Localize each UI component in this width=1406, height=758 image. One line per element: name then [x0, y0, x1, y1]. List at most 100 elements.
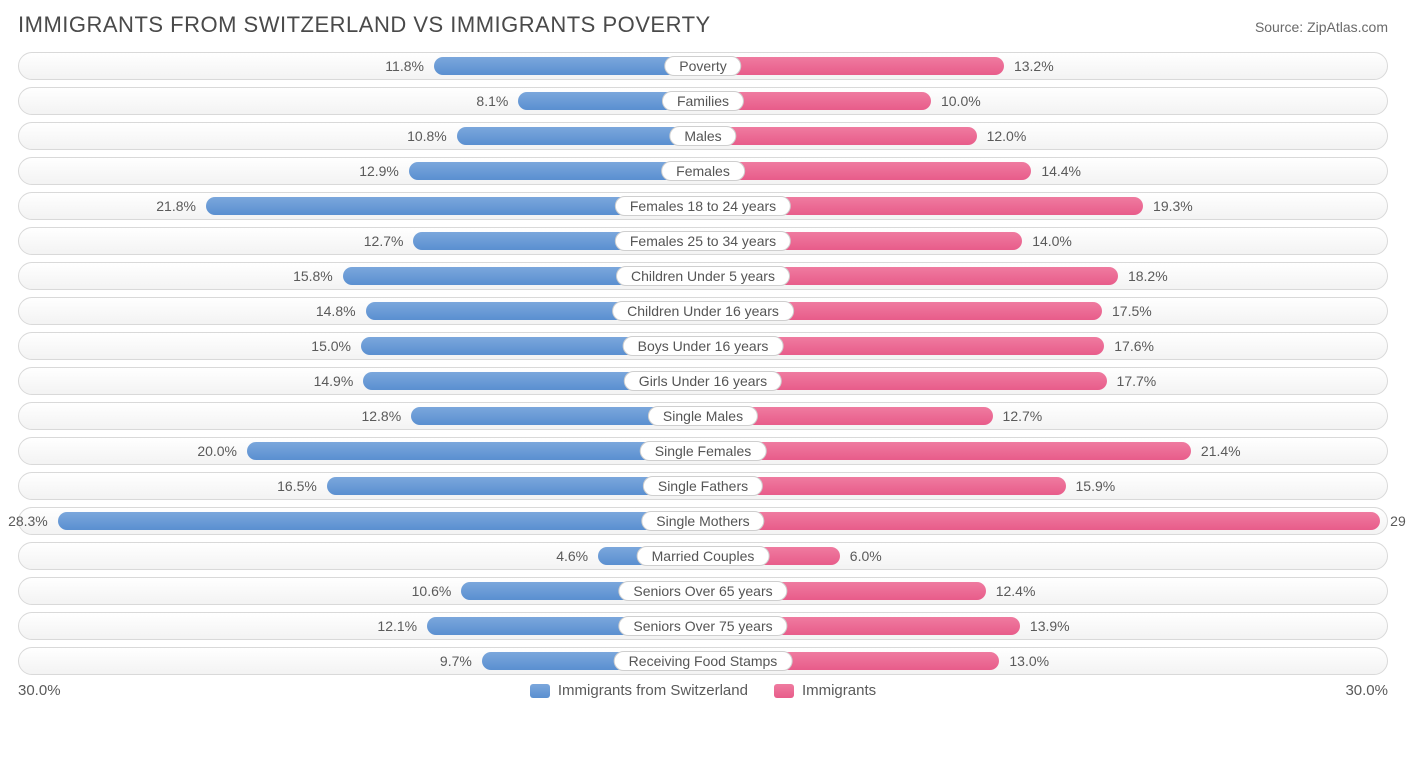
row-right-half: 15.9%	[703, 473, 1387, 499]
row-left-half: 16.5%	[19, 473, 703, 499]
legend: Immigrants from Switzerland Immigrants	[530, 682, 876, 699]
bar-left	[434, 57, 703, 75]
value-right: 14.4%	[1041, 163, 1081, 179]
row-right-half: 12.4%	[703, 578, 1387, 604]
row-left-half: 9.7%	[19, 648, 703, 674]
value-left: 12.9%	[359, 163, 399, 179]
bar-right	[703, 162, 1031, 180]
value-right: 17.5%	[1112, 303, 1152, 319]
row-right-half: 17.7%	[703, 368, 1387, 394]
chart-row: 9.7% 13.0% Receiving Food Stamps	[18, 647, 1388, 675]
category-pill: Single Males	[648, 406, 758, 426]
row-right-half: 14.4%	[703, 158, 1387, 184]
chart-row: 21.8% 19.3% Females 18 to 24 years	[18, 192, 1388, 220]
value-right: 13.0%	[1009, 653, 1049, 669]
category-pill: Married Couples	[637, 546, 770, 566]
row-left-half: 12.1%	[19, 613, 703, 639]
row-right-half: 13.9%	[703, 613, 1387, 639]
value-left: 14.9%	[314, 373, 354, 389]
row-right-half: 13.0%	[703, 648, 1387, 674]
chart-row: 11.8%13.2%Poverty	[18, 52, 1388, 80]
value-left: 15.0%	[311, 338, 351, 354]
category-pill: Children Under 16 years	[612, 301, 794, 321]
row-right-half: 29.7%	[703, 508, 1387, 534]
legend-item-left: Immigrants from Switzerland	[530, 682, 748, 699]
row-left-half: 20.0%	[19, 438, 703, 464]
row-left-half: 4.6%	[19, 543, 703, 569]
row-right-half: 17.5%	[703, 298, 1387, 324]
chart-row: 16.5%15.9%Single Fathers	[18, 472, 1388, 500]
value-left: 12.7%	[364, 233, 404, 249]
row-right-half: 10.0%	[703, 88, 1387, 114]
category-pill: Females 18 to 24 years	[615, 196, 791, 216]
value-right: 12.0%	[987, 128, 1027, 144]
category-pill: Families	[662, 91, 744, 111]
bar-left	[409, 162, 703, 180]
value-left: 9.7%	[440, 653, 472, 669]
bar-right	[703, 442, 1191, 460]
value-left: 20.0%	[197, 443, 237, 459]
chart-title: IMMIGRANTS FROM SWITZERLAND VS IMMIGRANT…	[18, 12, 711, 38]
value-left: 21.8%	[156, 198, 196, 214]
value-left: 10.6%	[412, 583, 452, 599]
row-right-half: 18.2%	[703, 263, 1387, 289]
value-right: 19.3%	[1153, 198, 1193, 214]
bar-left	[247, 442, 703, 460]
value-left: 12.8%	[361, 408, 401, 424]
chart-source: Source: ZipAtlas.com	[1255, 19, 1388, 35]
chart-row: 12.7% 14.0% Females 25 to 34 years	[18, 227, 1388, 255]
category-pill: Single Mothers	[641, 511, 764, 531]
row-left-half: 11.8%	[19, 53, 703, 79]
chart-row: 12.8% 12.7%Single Males	[18, 402, 1388, 430]
source-link[interactable]: ZipAtlas.com	[1307, 19, 1388, 35]
row-right-half: 21.4%	[703, 438, 1387, 464]
row-right-half: 19.3%	[703, 193, 1387, 219]
value-right: 13.2%	[1014, 58, 1054, 74]
category-pill: Single Females	[640, 441, 767, 461]
bar-left	[58, 512, 703, 530]
axis-max-left: 30.0%	[18, 682, 61, 699]
bar-right	[703, 57, 1004, 75]
row-right-half: 17.6%	[703, 333, 1387, 359]
category-pill: Seniors Over 75 years	[618, 616, 787, 636]
chart-row: 15.8% 18.2% Children Under 5 years	[18, 262, 1388, 290]
value-right: 6.0%	[850, 548, 882, 564]
value-right: 17.6%	[1114, 338, 1154, 354]
legend-swatch-right	[774, 684, 794, 698]
value-left: 16.5%	[277, 478, 317, 494]
value-left: 12.1%	[377, 618, 417, 634]
source-prefix: Source:	[1255, 19, 1307, 35]
chart-header: IMMIGRANTS FROM SWITZERLAND VS IMMIGRANT…	[18, 12, 1388, 38]
value-right: 21.4%	[1201, 443, 1241, 459]
chart-row: 12.1% 13.9% Seniors Over 75 years	[18, 612, 1388, 640]
chart-footer: 30.0% Immigrants from Switzerland Immigr…	[18, 682, 1388, 699]
value-left: 8.1%	[476, 93, 508, 109]
value-right: 14.0%	[1032, 233, 1072, 249]
legend-item-right: Immigrants	[774, 682, 876, 699]
value-right: 18.2%	[1128, 268, 1168, 284]
chart-row: 12.9%14.4%Females	[18, 157, 1388, 185]
chart-row: 28.3%29.7%Single Mothers	[18, 507, 1388, 535]
row-left-half: 10.6%	[19, 578, 703, 604]
category-pill: Receiving Food Stamps	[614, 651, 793, 671]
row-left-half: 14.9%	[19, 368, 703, 394]
legend-swatch-left	[530, 684, 550, 698]
chart-row: 10.6%12.4%Seniors Over 65 years	[18, 577, 1388, 605]
row-left-half: 15.8%	[19, 263, 703, 289]
row-left-half: 8.1%	[19, 88, 703, 114]
row-left-half: 12.7%	[19, 228, 703, 254]
bar-right	[703, 512, 1380, 530]
value-right: 10.0%	[941, 93, 981, 109]
category-pill: Girls Under 16 years	[624, 371, 782, 391]
chart-row: 15.0%17.6%Boys Under 16 years	[18, 332, 1388, 360]
category-pill: Children Under 5 years	[616, 266, 790, 286]
axis-max-right: 30.0%	[1345, 682, 1388, 699]
value-left: 11.8%	[385, 58, 424, 74]
row-right-half: 12.7%	[703, 403, 1387, 429]
row-right-half: 14.0%	[703, 228, 1387, 254]
row-left-half: 28.3%	[19, 508, 703, 534]
value-right: 13.9%	[1030, 618, 1070, 634]
category-pill: Females 25 to 34 years	[615, 231, 791, 251]
chart-row: 8.1% 10.0% Families	[18, 87, 1388, 115]
row-left-half: 21.8%	[19, 193, 703, 219]
